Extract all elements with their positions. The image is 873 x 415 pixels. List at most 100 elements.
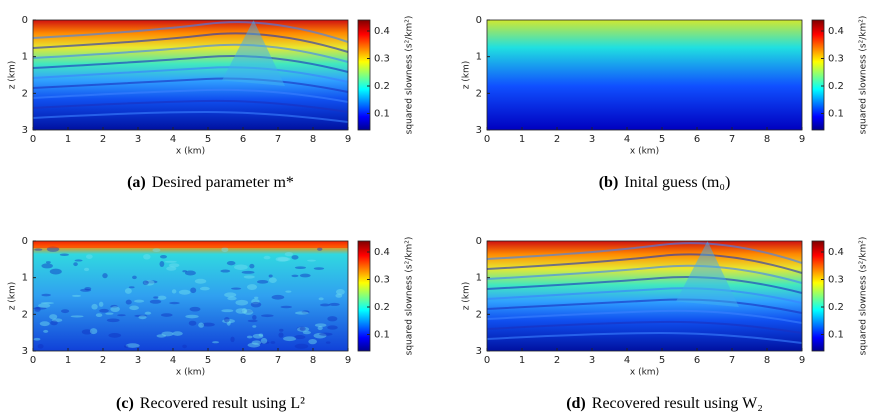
noise — [138, 315, 147, 320]
caption-text: Inital guess (m₀) — [624, 174, 730, 191]
x-tick-label: 0 — [484, 134, 490, 145]
caption: (d) Recovered result using W₂ — [566, 395, 763, 412]
noise — [257, 341, 270, 345]
noise — [268, 274, 273, 278]
noise — [189, 306, 201, 312]
noise — [291, 255, 299, 260]
noise — [224, 292, 237, 298]
noise — [33, 306, 47, 310]
noise — [169, 301, 180, 305]
noise — [144, 311, 152, 315]
noise — [256, 279, 269, 284]
colorbar-tick-label: 0.1 — [374, 330, 390, 341]
colorbar-tick-label: 0.3 — [828, 54, 844, 65]
noise — [301, 310, 310, 314]
noise — [295, 311, 309, 315]
noise — [307, 259, 316, 262]
noise — [102, 273, 108, 279]
y-tick-label: 0 — [476, 236, 482, 247]
noise — [294, 334, 306, 340]
noise — [224, 316, 230, 323]
noise — [294, 343, 309, 349]
noise — [184, 270, 196, 276]
noise — [108, 333, 122, 338]
noise — [41, 293, 51, 297]
colorbar-tick-label: 0.2 — [374, 302, 390, 313]
noise — [194, 278, 207, 284]
y-axis-label: z (km) — [462, 282, 472, 311]
noise — [84, 287, 92, 291]
noise — [106, 318, 120, 323]
noise — [280, 305, 293, 309]
colorbar-tick-label: 0.2 — [374, 81, 390, 92]
x-tick-label: 3 — [589, 134, 595, 145]
noise — [37, 344, 44, 349]
caption-label: (a) — [127, 174, 146, 191]
colorbar-tick-label: 0.1 — [828, 109, 844, 120]
noise — [299, 326, 306, 331]
layer — [32, 43, 349, 63]
noise — [294, 266, 307, 269]
noise — [124, 288, 132, 294]
noise — [283, 336, 297, 342]
noise — [105, 312, 114, 315]
noise-band — [33, 241, 348, 248]
x-axis-label: x (km) — [630, 147, 659, 157]
noise — [156, 334, 167, 338]
noise — [172, 331, 183, 336]
caption-label: (d) — [566, 395, 586, 412]
colorbar-tick-label: 0.3 — [828, 275, 844, 286]
noise — [182, 270, 187, 273]
colorbar-label: squared slowness (s²/km²) — [405, 237, 415, 356]
noise — [263, 255, 271, 260]
noise — [258, 333, 264, 337]
noise — [270, 341, 276, 344]
noise — [278, 332, 284, 338]
noise — [243, 309, 254, 315]
layer — [32, 66, 349, 83]
x-tick-label: 9 — [345, 355, 351, 366]
noise — [221, 247, 229, 253]
layer — [32, 77, 349, 93]
noise — [302, 330, 311, 335]
x-tick-label: 9 — [799, 134, 805, 145]
noise — [285, 290, 292, 293]
noise — [222, 318, 236, 324]
y-tick-label: 3 — [476, 346, 482, 357]
noise — [247, 342, 261, 348]
noise — [235, 308, 247, 314]
noise — [142, 280, 149, 286]
x-tick-label: 1 — [519, 355, 525, 366]
noise — [277, 257, 291, 262]
x-tick-label: 4 — [170, 134, 176, 145]
x-tick-label: 3 — [589, 355, 595, 366]
layer — [486, 309, 803, 324]
x-tick-label: 1 — [519, 134, 525, 145]
noise — [134, 299, 145, 303]
noise — [317, 247, 323, 251]
noise — [61, 309, 70, 314]
x-tick-label: 5 — [205, 355, 211, 366]
noise — [234, 264, 248, 270]
plot-frame — [32, 19, 349, 131]
colorbar-tick-label: 0.3 — [374, 275, 390, 286]
x-tick-label: 8 — [764, 355, 770, 366]
noise — [38, 303, 51, 308]
noise — [89, 328, 98, 335]
noise — [157, 295, 167, 300]
y-tick-label: 3 — [22, 346, 28, 357]
caption-text: Recovered result using L² — [140, 395, 305, 412]
x-tick-label: 9 — [799, 355, 805, 366]
colorbar-label: squared slowness (s²/km²) — [859, 16, 869, 135]
noise — [254, 296, 259, 300]
noise — [159, 255, 168, 259]
noise — [247, 319, 258, 323]
noise — [235, 299, 249, 306]
noise — [117, 314, 126, 317]
colorbar-label: squared slowness (s²/km²) — [405, 16, 415, 135]
x-tick-label: 1 — [65, 355, 71, 366]
layer — [486, 242, 803, 264]
plot-frame — [486, 240, 803, 352]
x-tick-label: 5 — [659, 134, 665, 145]
noise — [329, 302, 340, 306]
